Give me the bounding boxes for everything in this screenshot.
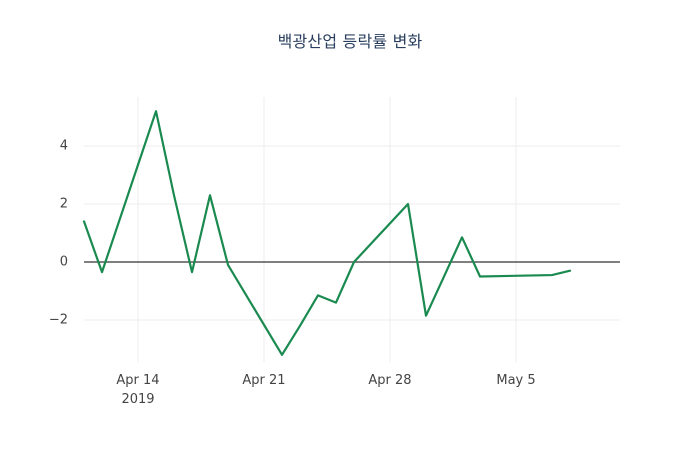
horizontal-gridlines <box>84 145 620 321</box>
chart-title: 백광산업 등락률 변화 <box>277 32 423 51</box>
vertical-gridlines <box>137 97 517 362</box>
data-series-line <box>82 110 572 356</box>
